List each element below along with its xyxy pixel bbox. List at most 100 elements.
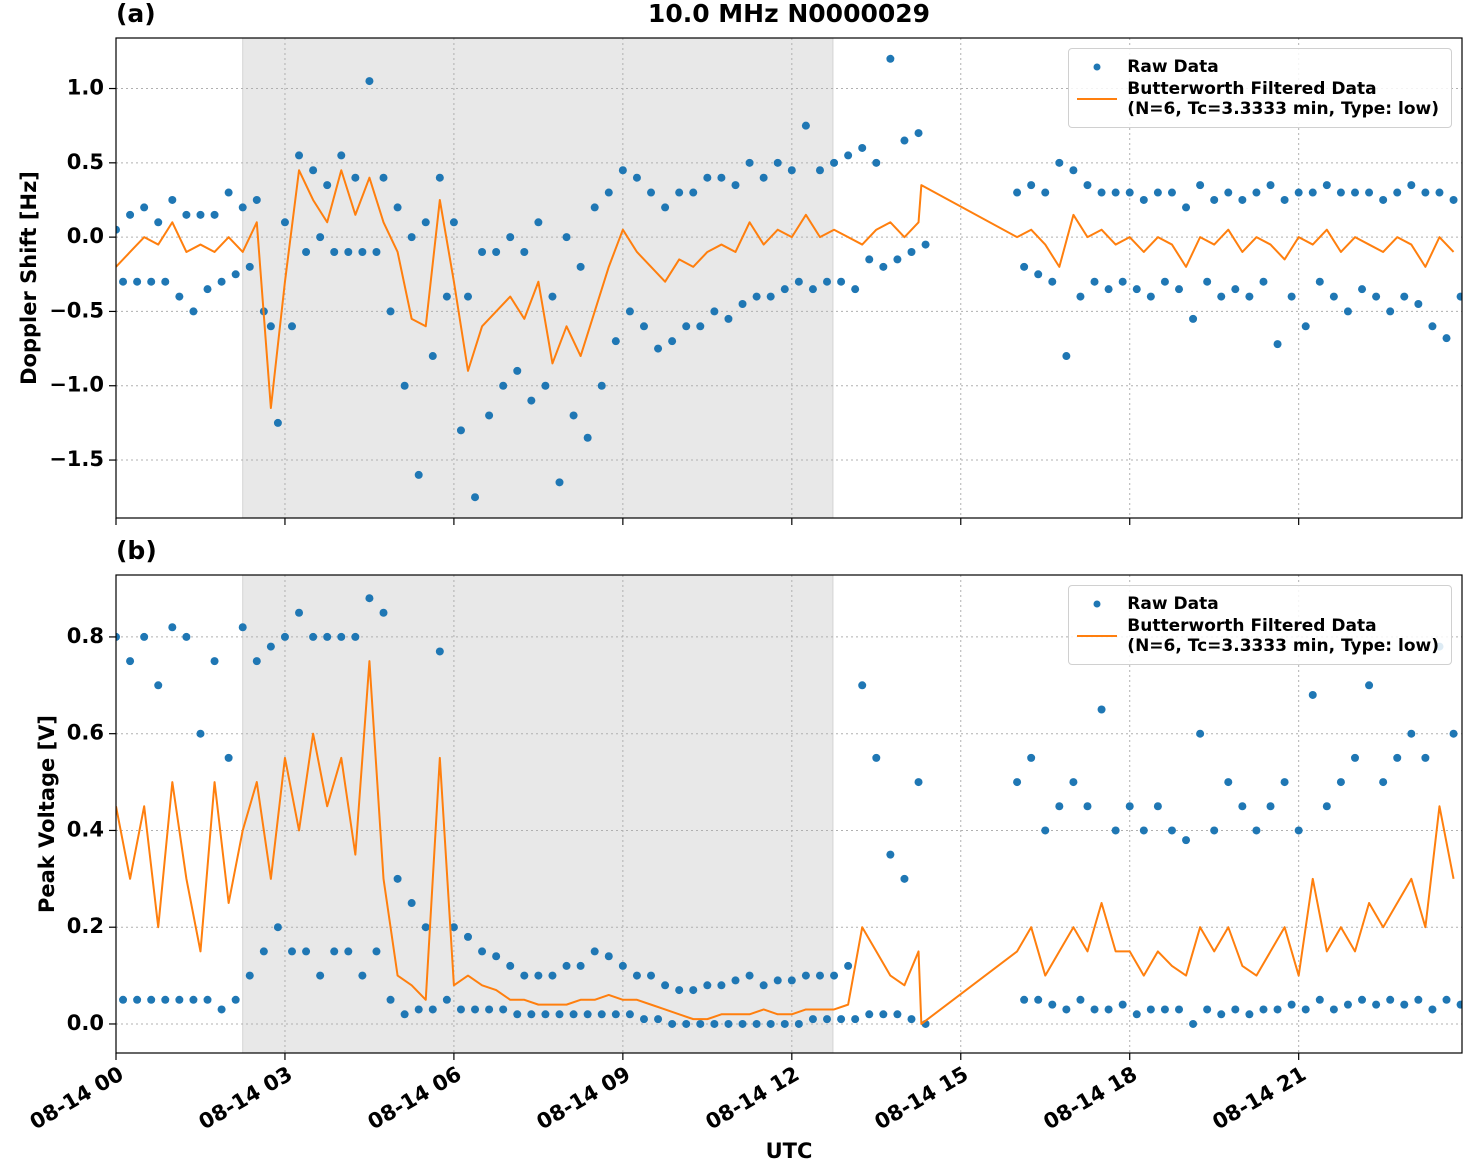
raw-point [1111, 188, 1120, 197]
raw-point [1259, 277, 1268, 286]
raw-point [273, 923, 282, 932]
raw-point [316, 971, 325, 980]
raw-point [1224, 778, 1233, 787]
raw-point [203, 285, 212, 294]
raw-point [456, 426, 465, 435]
raw-point [126, 210, 135, 219]
raw-point [907, 1015, 916, 1024]
raw-point [435, 647, 444, 656]
raw-point [703, 173, 712, 182]
raw-point [830, 971, 839, 980]
raw-point [668, 337, 677, 346]
raw-point [1456, 292, 1462, 301]
raw-point [752, 292, 761, 301]
raw-point [1167, 826, 1176, 835]
raw-point [344, 947, 353, 956]
raw-point [1104, 285, 1113, 294]
raw-point [1372, 292, 1381, 301]
raw-point [534, 218, 543, 227]
raw-point [914, 778, 923, 787]
raw-point [421, 923, 430, 932]
legend-entry: Butterworth Filtered Data (N=6, Tc=3.333… [1077, 616, 1439, 656]
raw-point [766, 1019, 775, 1028]
raw-point [116, 225, 120, 234]
raw-point [1393, 753, 1402, 762]
raw-point [654, 1015, 663, 1024]
x-tick-label: 08-14 09 [533, 1062, 635, 1135]
raw-point [372, 247, 381, 256]
raw-point [428, 352, 437, 361]
raw-point [414, 1005, 423, 1014]
raw-point [295, 608, 304, 617]
raw-point [252, 195, 261, 204]
raw-point [203, 995, 212, 1004]
raw-point [245, 971, 254, 980]
raw-point [1329, 292, 1338, 301]
raw-point [133, 995, 142, 1004]
raw-point [1442, 334, 1451, 343]
raw-point [752, 1019, 761, 1028]
raw-point [886, 850, 895, 859]
raw-point [1379, 195, 1388, 204]
raw-point [365, 77, 374, 86]
raw-point [1449, 729, 1458, 738]
raw-point [1217, 292, 1226, 301]
raw-point [1266, 181, 1275, 190]
raw-point [1343, 1000, 1352, 1009]
panel-label: (b) [116, 536, 157, 565]
legend-marker [1093, 63, 1101, 71]
raw-point [1146, 292, 1155, 301]
raw-point [1111, 826, 1120, 835]
raw-point [259, 947, 268, 956]
y-axis-label: Peak Voltage [V] [35, 715, 59, 913]
raw-point [1343, 307, 1352, 316]
raw-point [808, 1015, 817, 1024]
raw-point [1238, 802, 1247, 811]
raw-point [1027, 753, 1036, 762]
raw-point [745, 971, 754, 980]
raw-point [1041, 188, 1050, 197]
raw-point [569, 1010, 578, 1019]
raw-point [759, 173, 768, 182]
raw-point [492, 247, 501, 256]
raw-point [287, 322, 296, 331]
raw-point [231, 270, 240, 279]
raw-point [555, 1010, 564, 1019]
raw-point [632, 173, 641, 182]
raw-point [1034, 270, 1043, 279]
raw-point [583, 1010, 592, 1019]
raw-point [400, 1010, 409, 1019]
raw-point [675, 188, 684, 197]
raw-point [323, 632, 332, 641]
raw-point [590, 947, 599, 956]
x-tick-label: 08-14 03 [195, 1062, 297, 1135]
raw-point [168, 195, 177, 204]
legend-label: Butterworth Filtered Data (N=6, Tc=3.333… [1127, 616, 1439, 656]
raw-point [351, 632, 360, 641]
y-tick-label: −1.0 [49, 373, 104, 397]
raw-point [823, 1015, 832, 1024]
raw-point [471, 493, 480, 502]
raw-point [562, 961, 571, 970]
raw-point [252, 657, 261, 666]
raw-point [1076, 995, 1085, 1004]
raw-point [1294, 826, 1303, 835]
raw-point [1287, 292, 1296, 301]
raw-point [1315, 995, 1324, 1004]
raw-point [787, 166, 796, 175]
legend-swatch [1093, 63, 1101, 71]
raw-point [604, 952, 613, 961]
raw-point [703, 981, 712, 990]
raw-point [1090, 277, 1099, 286]
raw-point [808, 285, 817, 294]
raw-point [710, 1019, 719, 1028]
raw-point [372, 947, 381, 956]
raw-point [710, 307, 719, 316]
raw-point [1083, 181, 1092, 190]
raw-point [576, 961, 585, 970]
raw-point [576, 262, 585, 271]
legend-label: Raw Data [1127, 594, 1219, 614]
raw-point [295, 151, 304, 160]
raw-point [1160, 277, 1169, 286]
